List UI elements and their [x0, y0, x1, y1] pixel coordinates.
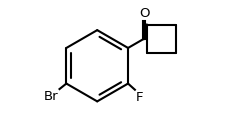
Text: F: F — [136, 91, 143, 104]
Text: Br: Br — [44, 90, 59, 103]
Text: O: O — [139, 7, 149, 20]
